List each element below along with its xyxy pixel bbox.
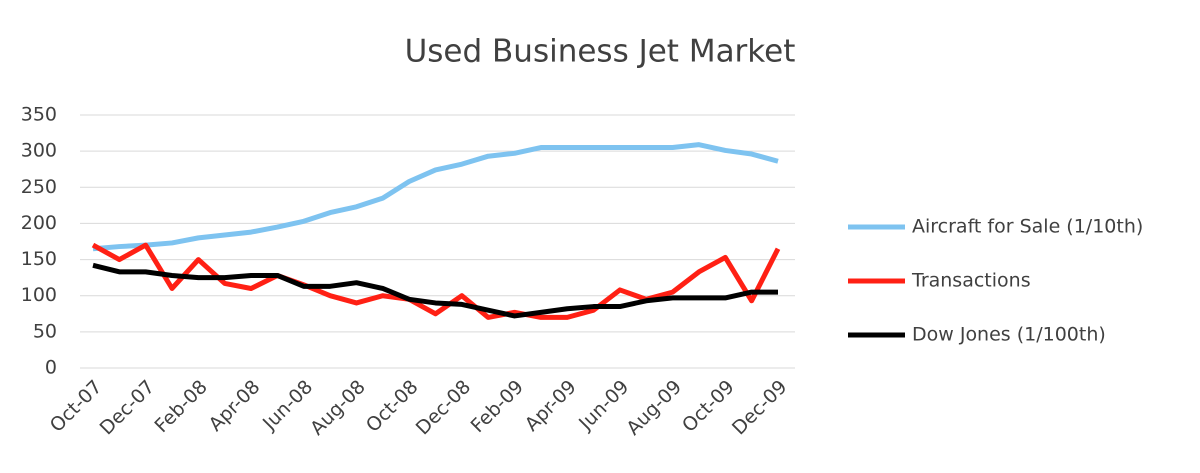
- x-tick-label: Dec-09: [728, 376, 792, 440]
- x-tick-label: Dec-07: [96, 376, 160, 440]
- y-tick-label: 250: [21, 176, 57, 198]
- legend-label: Aircraft for Sale (1/10th): [912, 216, 1143, 238]
- x-tick-label: Oct-08: [362, 376, 423, 437]
- x-tick-label: Feb-09: [467, 376, 528, 437]
- legend-label: Dow Jones (1/100th): [912, 324, 1106, 346]
- data-line: [91, 242, 781, 320]
- y-tick-label: 50: [33, 320, 57, 342]
- legend-label: Transactions: [911, 270, 1031, 292]
- y-tick-label: 300: [21, 140, 57, 162]
- y-tick-label: 150: [21, 248, 57, 270]
- chart-title: Used Business Jet Market: [405, 34, 796, 70]
- data-line: [92, 142, 779, 252]
- x-tick-label: Oct-07: [46, 376, 107, 437]
- x-tick-label: Apr-09: [521, 376, 581, 436]
- data-line: [92, 262, 778, 319]
- y-tick-label: 0: [45, 357, 57, 379]
- x-tick-label: Apr-08: [205, 376, 265, 436]
- y-tick-label: 200: [21, 212, 57, 234]
- y-tick-label: 350: [21, 104, 57, 126]
- x-tick-label: Aug-08: [306, 376, 370, 440]
- y-tick-label: 100: [21, 284, 57, 306]
- x-tick-label: Oct-09: [678, 376, 739, 437]
- x-tick-label: Dec-08: [412, 376, 476, 440]
- x-tick-label: Aug-09: [622, 376, 686, 440]
- x-tick-label: Feb-08: [151, 376, 212, 437]
